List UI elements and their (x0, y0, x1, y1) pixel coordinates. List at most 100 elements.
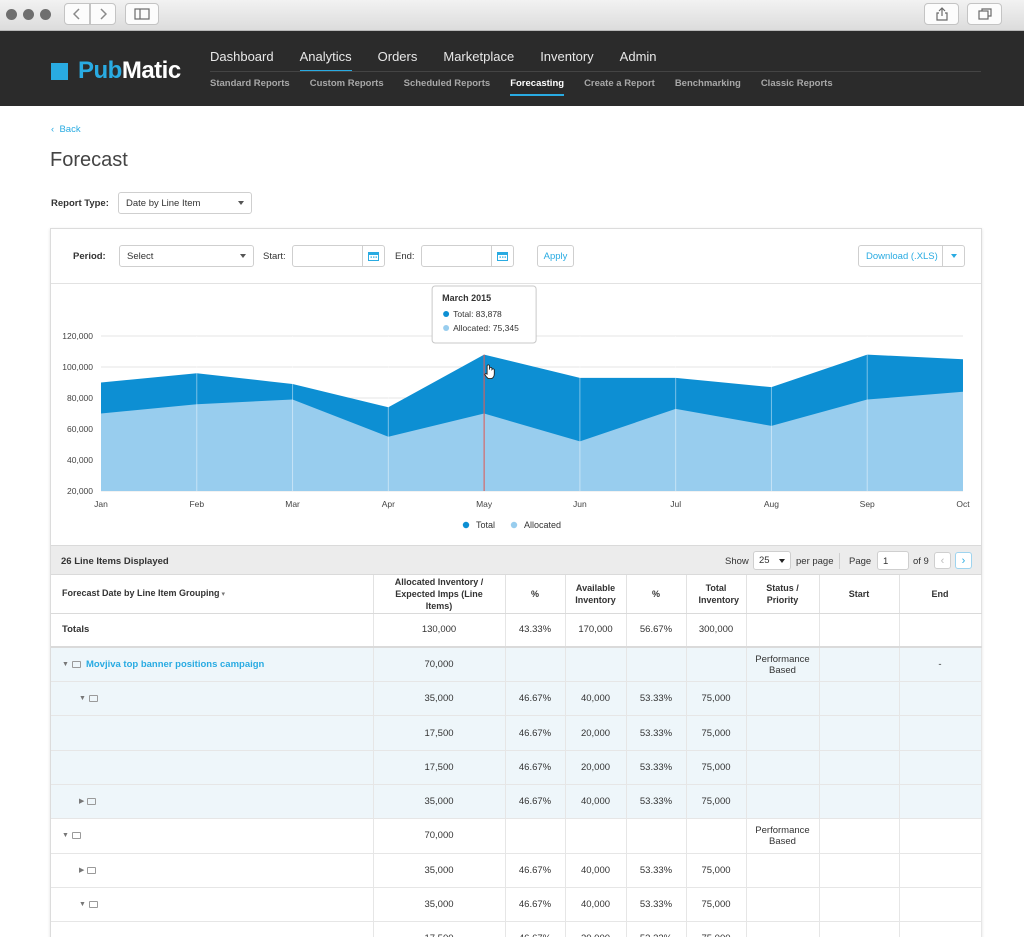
main-nav-analytics[interactable]: Analytics (299, 49, 352, 72)
tooltip-allocated-label: Allocated: 75,345 (453, 323, 519, 333)
folder-icon (71, 661, 81, 669)
sub-nav-standard-reports[interactable]: Standard Reports (210, 78, 290, 89)
x-tick-label: Aug (764, 499, 779, 509)
table-cell: 75,000 (686, 715, 747, 751)
zoom-window-dot[interactable] (40, 9, 51, 20)
column-header-allocated[interactable]: Allocated Inventory / Expected Imps (Lin… (373, 575, 506, 614)
main-nav-admin[interactable]: Admin (619, 49, 657, 64)
table-cell (626, 818, 687, 854)
legend-label-allocated: Allocated (524, 520, 561, 530)
table-cell: 75,000 (686, 681, 747, 717)
collapse-icon[interactable]: ▼ (79, 901, 86, 909)
main-nav-inventory[interactable]: Inventory (540, 49, 594, 64)
back-link[interactable]: ‹ Back (51, 124, 81, 135)
sub-nav-scheduled-reports[interactable]: Scheduled Reports (403, 78, 491, 89)
calendar-icon[interactable] (491, 246, 513, 266)
per-page-select[interactable]: 25 (753, 551, 791, 570)
table-cell (746, 921, 820, 937)
close-window-dot[interactable] (6, 9, 17, 20)
column-header-status[interactable]: Status / Priority (746, 575, 820, 614)
column-header-available[interactable]: Available Inventory (565, 575, 627, 614)
x-tick-label: Apr (382, 499, 395, 509)
next-page-icon[interactable]: › (955, 552, 972, 569)
app-header: PubMatic Dashboard Analytics Orders Marketp… (0, 31, 1024, 106)
minimize-window-dot[interactable] (23, 9, 34, 20)
table-cell: 40,000 (565, 681, 627, 717)
apply-button[interactable]: Apply (537, 245, 574, 267)
column-header-available-pct[interactable]: % (626, 575, 687, 614)
table-cell: 17,500 (373, 921, 506, 937)
column-header-grouping[interactable]: Forecast Date by Line Item Grouping ▾ (51, 575, 374, 614)
expand-icon[interactable]: ▶ (79, 798, 85, 806)
calendar-icon[interactable] (362, 246, 384, 266)
pubmatic-logo[interactable]: PubMatic (51, 57, 181, 85)
table-cell: 53.33% (626, 887, 687, 923)
previous-page-icon[interactable]: ‹ (934, 552, 951, 569)
group-row[interactable]: ▼ 70,000 Performance Based (51, 818, 982, 854)
expand-icon[interactable]: ▶ (79, 866, 85, 874)
totals-cell: 300,000 (686, 613, 747, 649)
campaign-name-link[interactable]: Movjiva top banner positions campaign (85, 659, 265, 671)
table-cell (686, 647, 747, 683)
sub-nav-custom-reports[interactable]: Custom Reports (309, 78, 384, 89)
report-type-select[interactable]: Date by Line Item (118, 192, 252, 214)
sub-nav-classic-reports[interactable]: Classic Reports (760, 78, 833, 89)
collapse-icon[interactable]: ▼ (62, 832, 69, 840)
table-cell (819, 853, 900, 888)
row-label-cell: ▶ (51, 853, 374, 888)
row-label-cell: ▼ (51, 681, 374, 717)
logo-wordmark: PubMatic (78, 57, 181, 84)
collapse-icon[interactable]: ▼ (79, 695, 86, 703)
row-label-cell: ▼ Movjiva top banner positions campaign (51, 647, 374, 683)
sidebar-toggle-icon[interactable] (125, 3, 159, 25)
download-xls-button[interactable]: Download (.XLS) (858, 245, 965, 267)
main-nav-marketplace[interactable]: Marketplace (443, 49, 515, 64)
totals-cell: 56.67% (626, 613, 687, 649)
folder-icon (88, 695, 98, 703)
tooltip-allocated-dot (443, 325, 450, 331)
browser-forward-icon[interactable] (90, 3, 116, 25)
main-nav-orders[interactable]: Orders (377, 49, 418, 64)
table-cell (746, 887, 820, 923)
totals-cell: 170,000 (565, 613, 627, 649)
end-date-input[interactable] (421, 245, 514, 267)
column-header-total[interactable]: Total Inventory (686, 575, 747, 614)
tabs-overview-icon[interactable] (967, 3, 1002, 25)
share-icon[interactable] (924, 3, 959, 25)
group-row[interactable]: ▼ Movjiva top banner positions campaign 70… (51, 647, 982, 683)
table-row[interactable]: ▼ 35,000 46.67% 40,000 53.33% 75,000 (51, 681, 982, 717)
table-cell: 17,500 (373, 750, 506, 785)
table-row[interactable]: ▶ 35,000 46.67% 40,000 53.33% 75,000 (51, 853, 982, 888)
table-row[interactable]: ▼ 35,000 46.67% 40,000 53.33% 75,000 (51, 887, 982, 923)
period-label: Period: (73, 251, 106, 262)
page-number-input[interactable]: 1 (877, 551, 909, 570)
x-tick-label: Sep (860, 499, 875, 509)
browser-back-icon[interactable] (64, 3, 90, 25)
table-cell: 46.67% (505, 681, 566, 717)
folder-icon (87, 798, 97, 806)
main-nav: Dashboard Analytics Orders Marketplace Inven… (210, 49, 683, 72)
browser-toolbar (0, 0, 1024, 31)
main-nav-dashboard[interactable]: Dashboard (210, 49, 274, 64)
row-label-cell: ▼ (51, 818, 374, 854)
column-header-allocated-pct[interactable]: % (505, 575, 566, 614)
tooltip-title: March 2015 (442, 293, 491, 303)
download-dropdown-toggle[interactable] (942, 246, 964, 266)
table-cell (746, 784, 820, 820)
start-date-input[interactable] (292, 245, 385, 267)
table-row[interactable]: ▶ 35,000 46.67% 40,000 53.33% 75,000 (51, 784, 982, 820)
sub-nav-create-a-report[interactable]: Create a Report (584, 78, 655, 89)
collapse-icon[interactable]: ▼ (62, 661, 69, 669)
table-cell (565, 818, 627, 854)
forecast-area-chart: 120,000 100,000 80,000 60,000 40,000 20,000Ja… (62, 285, 970, 530)
period-select[interactable]: Select (119, 245, 254, 267)
column-header-end[interactable]: End (899, 575, 982, 614)
tooltip-box (431, 285, 537, 344)
sub-nav-forecasting[interactable]: Forecasting (510, 78, 565, 96)
row-label-cell: ▼ (51, 887, 374, 923)
column-header-start[interactable]: Start (819, 575, 900, 614)
sub-nav-benchmarking[interactable]: Benchmarking (674, 78, 741, 89)
